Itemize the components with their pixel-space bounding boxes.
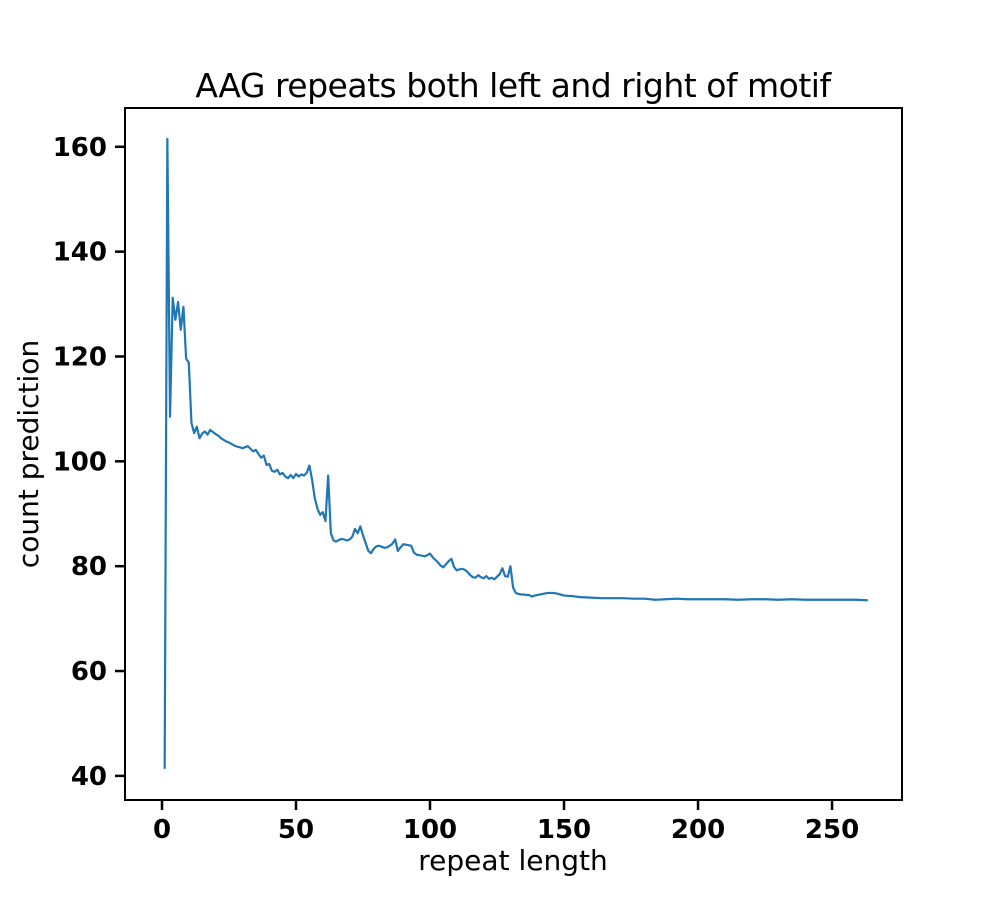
x-tick-label: 50 (278, 815, 314, 845)
chart-title: AAG repeats both left and right of motif (195, 66, 832, 105)
x-tick-label: 200 (671, 815, 725, 845)
x-tick-label: 100 (403, 815, 457, 845)
x-tick-label: 250 (805, 815, 859, 845)
y-tick-label: 80 (71, 552, 107, 582)
y-tick-label: 120 (53, 342, 107, 372)
y-tick-label: 100 (53, 447, 107, 477)
y-axis-label: count prediction (12, 340, 45, 568)
x-axis-label: repeat length (418, 844, 607, 877)
x-tick-label: 0 (153, 815, 171, 845)
y-tick-label: 60 (71, 657, 107, 687)
plot-area (124, 107, 903, 801)
x-tick-label: 150 (537, 815, 591, 845)
y-tick-label: 160 (53, 133, 107, 163)
data-line (163, 137, 868, 770)
y-axis-ticks: 40 60 80 100 120 140 160 (53, 133, 125, 792)
y-tick-label: 40 (71, 762, 107, 792)
y-tick-label: 140 (53, 238, 107, 268)
x-axis-ticks: 0 50 100 150 200 250 (153, 800, 859, 845)
